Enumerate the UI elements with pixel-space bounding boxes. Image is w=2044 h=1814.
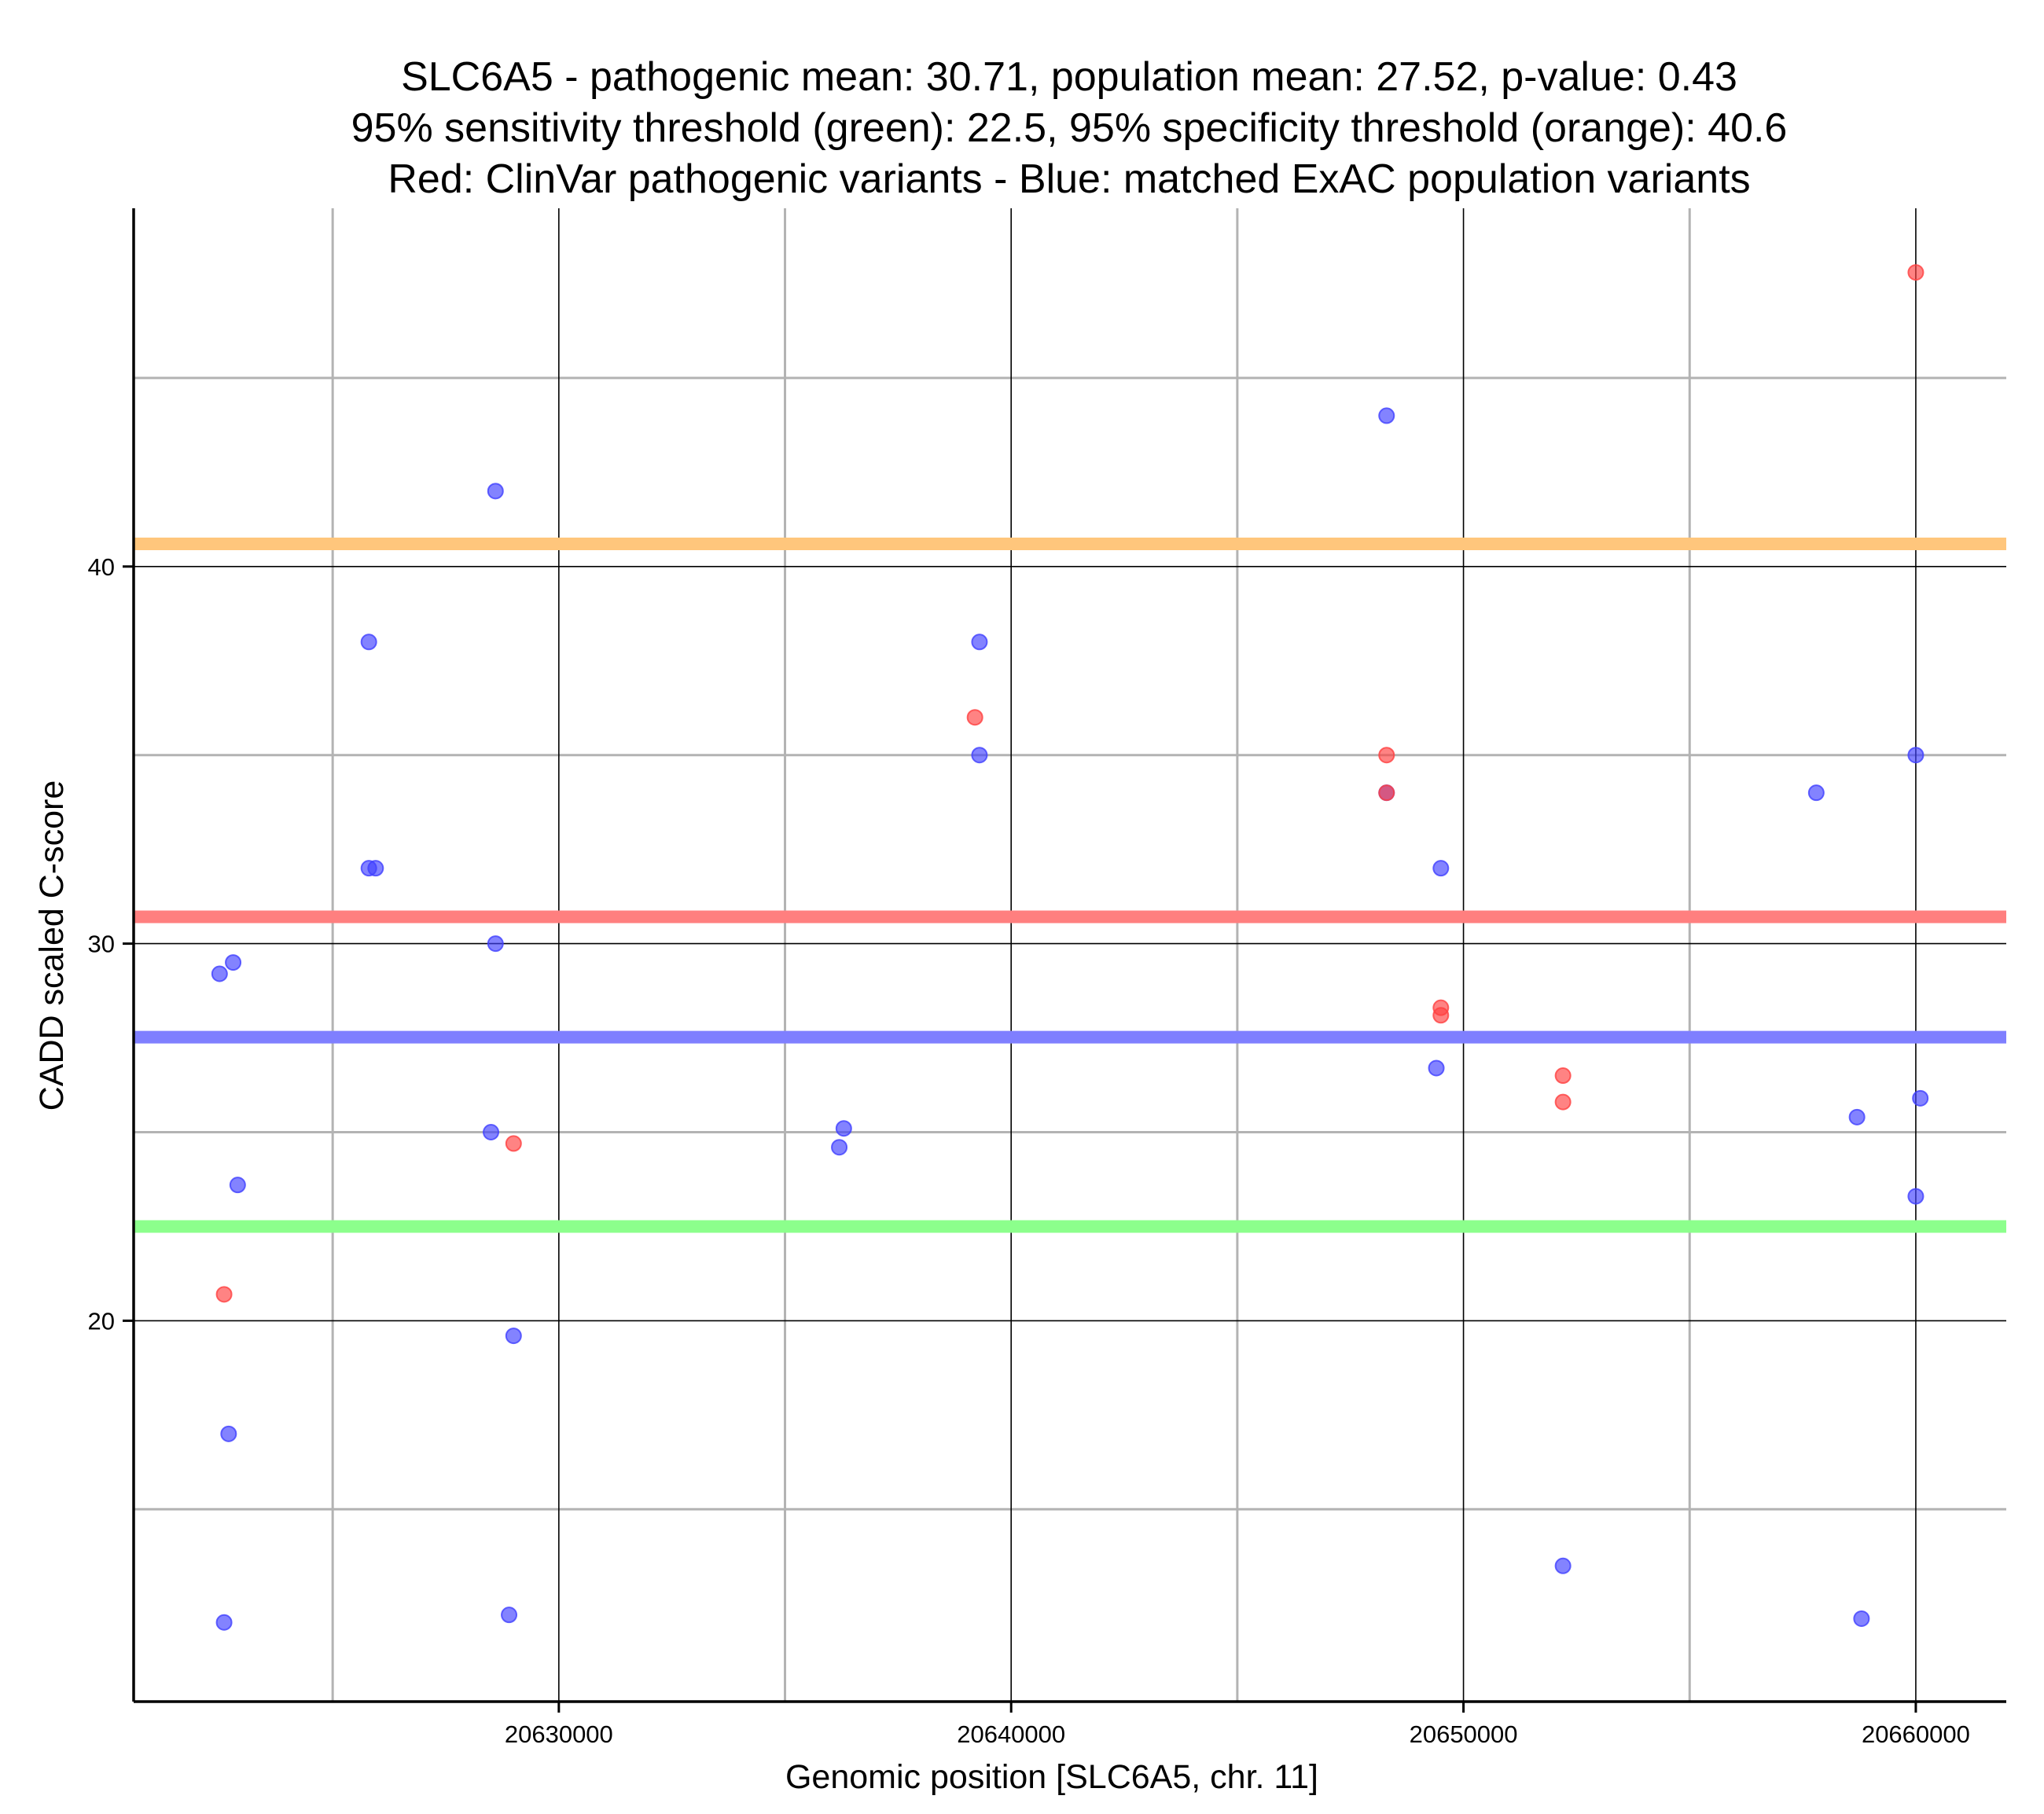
population-variant-point <box>225 954 242 971</box>
population-variant-point <box>367 860 384 877</box>
population-variant-point <box>483 1124 500 1141</box>
population-variant-point <box>215 1614 233 1631</box>
title-line-2: 95% sensitivity threshold (green): 22.5,… <box>351 105 1788 151</box>
population-variant-point <box>1807 784 1825 802</box>
population-variant-point <box>1378 407 1395 424</box>
minor-gridlines <box>134 208 2006 1702</box>
major-gridlines <box>134 208 2006 1702</box>
x-tick-label: 20640000 <box>957 1720 1065 1748</box>
x-axis-title: Genomic position [SLC6A5, chr. 11] <box>785 1758 1318 1796</box>
x-tick-label: 20660000 <box>1862 1720 1970 1748</box>
y-tick-label: 40 <box>88 553 115 581</box>
pathogenic-variant-point <box>1378 747 1395 764</box>
y-tick-label: 20 <box>88 1307 115 1335</box>
population-variant-point <box>1853 1610 1870 1627</box>
pathogenic-variant-point <box>1907 264 1925 281</box>
pathogenic-variant-point <box>1554 1093 1572 1111</box>
population-variant-point <box>1912 1089 1929 1107</box>
population-variant-point <box>501 1607 518 1624</box>
pathogenic-variant-point <box>1432 1007 1450 1024</box>
y-tick-label: 30 <box>88 931 115 958</box>
pathogenic-variant-point <box>505 1135 522 1152</box>
pathogenic-variant-point <box>1378 784 1395 802</box>
population-variant-point <box>831 1139 848 1156</box>
title-line-1: SLC6A5 - pathogenic mean: 30.71, populat… <box>401 54 1737 100</box>
population-variant-point <box>487 935 504 953</box>
title-line-3: Red: ClinVar pathogenic variants - Blue:… <box>388 156 1750 202</box>
pathogenic-variant-point <box>966 709 983 726</box>
x-tick-label: 20650000 <box>1410 1720 1518 1748</box>
population-variant-point <box>1554 1557 1572 1574</box>
population-variant-point <box>1428 1059 1445 1077</box>
population-variant-point <box>487 483 504 500</box>
population-variant-point <box>835 1120 852 1137</box>
data-points <box>211 264 1929 1631</box>
x-tick-label: 20630000 <box>505 1720 613 1748</box>
population-variant-point <box>1907 1188 1925 1205</box>
tick-labels: 20630000 20640000 20650000 20660000 20 30 40 <box>88 553 1970 1748</box>
population-variant-point <box>1907 747 1925 764</box>
pathogenic-variant-point <box>1554 1067 1572 1085</box>
pathogenic-variant-point <box>215 1286 233 1303</box>
population-variant-point <box>505 1327 522 1345</box>
axes <box>132 208 2006 1703</box>
population-variant-point <box>971 633 988 651</box>
population-variant-point <box>211 965 228 982</box>
population-variant-point <box>971 747 988 764</box>
population-variant-point <box>1848 1108 1866 1125</box>
population-variant-point <box>229 1177 246 1194</box>
y-axis-title: CADD scaled C-score <box>33 780 71 1111</box>
population-variant-point <box>1432 860 1450 877</box>
reference-lines <box>134 538 2006 1233</box>
population-variant-point <box>360 633 377 651</box>
population-variant-point <box>220 1425 237 1442</box>
chart-title: SLC6A5 - pathogenic mean: 30.71, populat… <box>351 54 1788 202</box>
